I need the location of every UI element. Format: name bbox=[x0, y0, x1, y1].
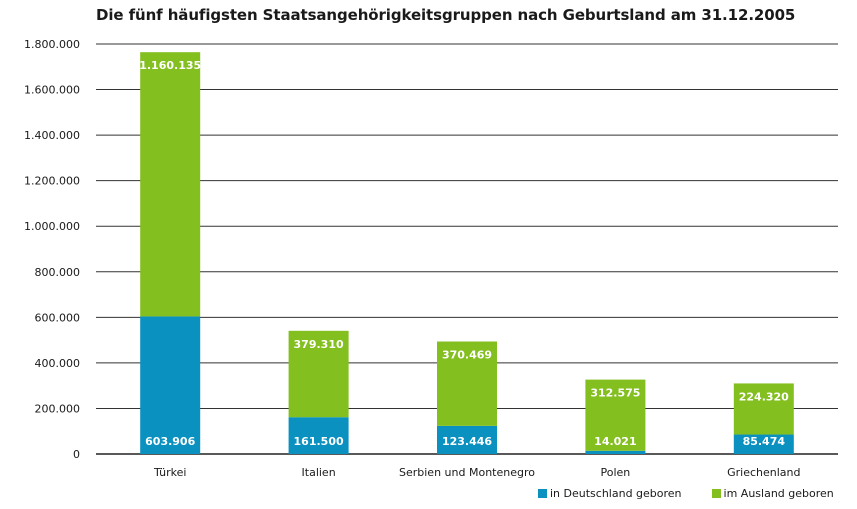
data-label-born-in-germany: 603.906 bbox=[145, 435, 195, 448]
x-tick-label: Türkei bbox=[153, 466, 187, 479]
y-tick-label: 1.400.000 bbox=[24, 129, 80, 142]
legend: in Deutschland geboren im Ausland gebore… bbox=[538, 487, 834, 500]
data-label-born-in-germany: 123.446 bbox=[442, 435, 492, 448]
bar-segment-born-in-germany bbox=[288, 417, 349, 454]
bar-segment-born-abroad bbox=[288, 330, 349, 418]
bar-segment-born-in-germany bbox=[140, 316, 201, 454]
data-label-born-abroad: 379.310 bbox=[294, 338, 344, 351]
y-tick-label: 1.200.000 bbox=[24, 175, 80, 188]
data-label-born-abroad: 224.320 bbox=[739, 390, 789, 403]
y-tick-label: 1.800.000 bbox=[24, 38, 80, 51]
bar-segment-born-abroad bbox=[733, 383, 794, 435]
y-tick-label: 600.000 bbox=[35, 311, 81, 324]
data-label-born-in-germany: 85.474 bbox=[743, 435, 786, 448]
data-label-born-in-germany: 161.500 bbox=[294, 435, 344, 448]
y-tick-label: 800.000 bbox=[35, 266, 81, 279]
legend-label-born-abroad: im Ausland geboren bbox=[723, 487, 834, 500]
chart-title: Die fünf häufigsten Staatsangehörigkeits… bbox=[96, 6, 796, 24]
y-tick-label: 1.000.000 bbox=[24, 220, 80, 233]
y-tick-label: 200.000 bbox=[35, 402, 81, 415]
bar-segment-born-abroad bbox=[140, 52, 201, 317]
legend-item-born-abroad: im Ausland geboren bbox=[711, 487, 834, 500]
bar-segment-born-in-germany bbox=[437, 425, 497, 454]
y-tick-label: 1.600.000 bbox=[24, 84, 80, 97]
legend-swatch-born-abroad bbox=[711, 489, 721, 498]
x-tick-label: Griechenland bbox=[727, 466, 800, 479]
legend-swatch-born-in-germany bbox=[538, 489, 547, 498]
y-tick-label: 0 bbox=[73, 448, 80, 461]
x-tick-label: Polen bbox=[601, 466, 631, 479]
bar-segment-born-in-germany bbox=[733, 434, 794, 454]
data-label-born-abroad: 312.575 bbox=[590, 387, 640, 400]
data-label-born-abroad: 370.469 bbox=[442, 348, 492, 361]
x-tick-label: Serbien und Montenegro bbox=[399, 466, 535, 479]
y-tick-label: 400.000 bbox=[35, 357, 81, 370]
bar-segment-born-abroad bbox=[437, 341, 497, 426]
x-tick-label: Italien bbox=[302, 466, 336, 479]
data-label-born-in-germany: 14.021 bbox=[594, 435, 636, 448]
legend-label-born-in-germany: in Deutschland geboren bbox=[550, 487, 682, 500]
legend-item-born-in-germany: in Deutschland geboren bbox=[538, 487, 682, 500]
data-label-born-abroad: 1.160.135 bbox=[139, 59, 201, 72]
bar-segment-born-in-germany bbox=[585, 450, 646, 454]
bar-segment-born-abroad bbox=[585, 379, 646, 451]
